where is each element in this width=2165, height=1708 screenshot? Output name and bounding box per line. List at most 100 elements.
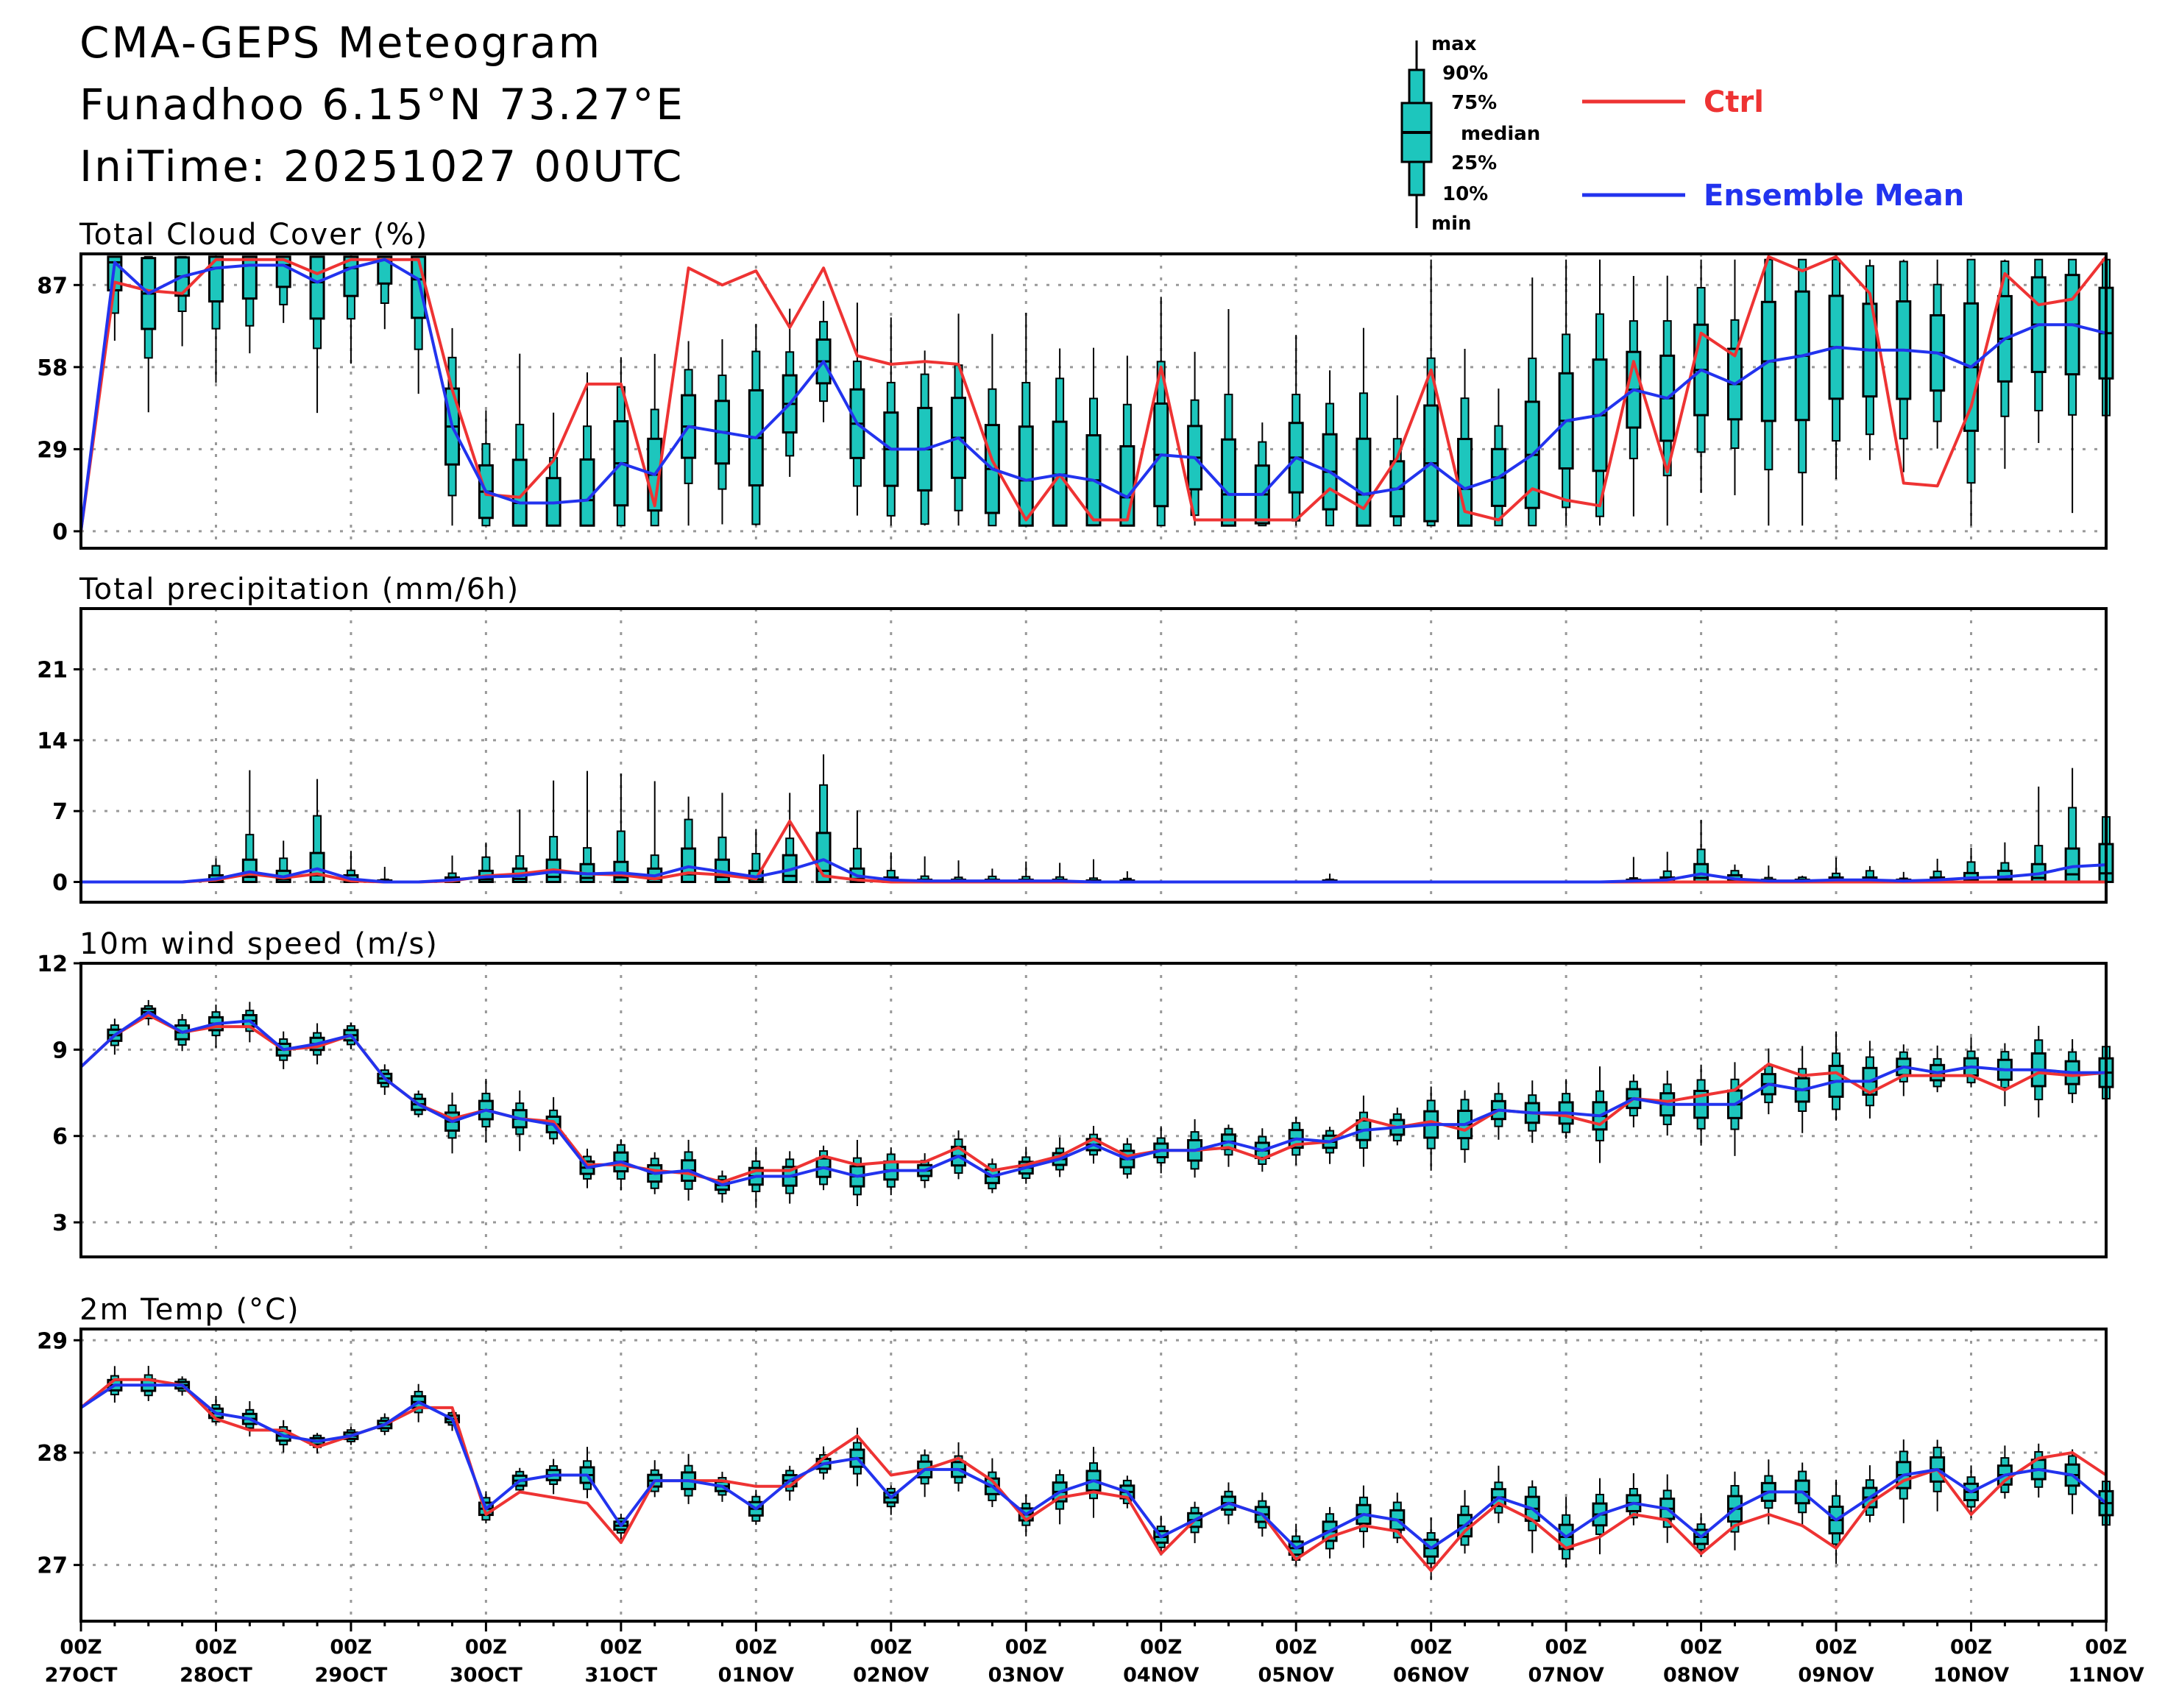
- x-tick-date-label: 09NOV: [1798, 1664, 1874, 1687]
- key-p10-bar: [1408, 160, 1425, 196]
- box-plot: [2030, 258, 2047, 443]
- box-plot: [511, 809, 528, 883]
- box-plot: [1558, 259, 1574, 526]
- y-tick-label: 28: [37, 1441, 68, 1467]
- box-plot: [883, 1485, 899, 1515]
- panel-precip: Total precipitation (mm/6h) 0 7 14 21: [37, 573, 2114, 904]
- x-tick-date-label: 01NOV: [718, 1664, 794, 1687]
- box-plot: [1322, 370, 1338, 527]
- panel-title: 2m Temp (°C): [79, 1293, 300, 1327]
- x-tick-hour-label: 00Z: [1680, 1636, 1722, 1659]
- init-time-label: IniTime: 20251027 00UTC: [79, 141, 684, 191]
- box-plot: [478, 410, 494, 527]
- box-plot: [579, 770, 595, 883]
- panels: Total Cloud Cover (%) 0 29 58 87 Total precip…: [37, 218, 2114, 1623]
- x-tick-date-label: 28OCT: [180, 1664, 252, 1687]
- ensemble-mean-series-line: [79, 1010, 2106, 1187]
- x-tick-hour-label: 00Z: [1005, 1636, 1047, 1659]
- box-plot: [951, 860, 967, 883]
- box-plot: [309, 779, 325, 883]
- x-tick-date-label: 11NOV: [2068, 1664, 2144, 1687]
- box-plot: [1558, 1079, 1574, 1139]
- box-plot: [681, 1453, 697, 1504]
- box-plot: [1052, 862, 1068, 883]
- box-plot: [1794, 258, 1810, 526]
- box-plot: [1220, 1124, 1236, 1167]
- y-tick-label: 9: [52, 1038, 68, 1063]
- box-plot: [1018, 861, 1034, 883]
- box-plot: [343, 255, 359, 364]
- box-plot: [1153, 297, 1169, 527]
- iqr-box: [1220, 438, 1236, 527]
- box-plot: [714, 793, 730, 883]
- box-plot: [883, 852, 899, 883]
- box-plot: [141, 1366, 157, 1401]
- box-plot: [1896, 259, 1912, 472]
- box-plot: [1220, 308, 1236, 527]
- x-tick-date-label: 10NOV: [1933, 1664, 2009, 1687]
- iqr-box: [511, 458, 528, 527]
- x-tick-date-label: 29OCT: [315, 1664, 388, 1687]
- box-plot: [951, 1442, 967, 1492]
- x-tick-hour-label: 00Z: [600, 1636, 642, 1659]
- box-plot: [241, 255, 258, 354]
- iqr-box: [241, 255, 258, 300]
- iqr-box: [377, 255, 393, 285]
- box-plot: [208, 255, 224, 383]
- box-plot: [2030, 786, 2047, 883]
- box-plot: [1828, 857, 1844, 883]
- chart-title: CMA-GEPS Meteogram: [79, 18, 602, 68]
- box-plot: [1659, 851, 1676, 883]
- box-plot: [511, 353, 528, 527]
- box-plot: [1626, 276, 1642, 517]
- box-whisker-key: max 90% 75% median 25% 10% min: [1400, 33, 1540, 235]
- x-tick-hour-label: 00Z: [1410, 1636, 1452, 1659]
- box-plot: [917, 856, 933, 883]
- panel-title: Total precipitation (mm/6h): [79, 573, 520, 606]
- x-tick-hour-label: 00Z: [60, 1636, 102, 1659]
- box-plot: [1085, 347, 1102, 527]
- box-plot: [1356, 327, 1372, 527]
- box-plot: [1254, 422, 1270, 527]
- x-tick-date-label: 30OCT: [450, 1664, 522, 1687]
- y-tick-label: 7: [52, 799, 68, 825]
- box-plot: [377, 255, 393, 330]
- panel-title: Total Cloud Cover (%): [79, 218, 428, 252]
- box-plot: [714, 1170, 730, 1203]
- iqr-box: [309, 255, 325, 320]
- key-p90-bar: [1408, 68, 1425, 108]
- box-plot: [2064, 1449, 2080, 1514]
- box-plot: [545, 412, 561, 527]
- x-tick-date-label: 05NOV: [1258, 1664, 1334, 1687]
- panel-title: 10m wind speed (m/s): [79, 927, 439, 961]
- y-tick-label: 21: [37, 658, 68, 684]
- panel-temp: 2m Temp (°C) 27 28 29: [37, 1293, 2114, 1623]
- box-plot: [1726, 1062, 1743, 1156]
- box-plot: [613, 357, 629, 527]
- x-tick-date-label: 08NOV: [1663, 1664, 1739, 1687]
- box-plot: [951, 313, 967, 526]
- box-plot: [849, 1140, 865, 1207]
- mean-legend-label: Ensemble Mean: [1704, 179, 1964, 213]
- panel-frame: [79, 607, 2108, 904]
- box-plot: [1693, 259, 1709, 493]
- y-tick-label: 29: [37, 1328, 68, 1354]
- iqr-box: [1018, 425, 1034, 527]
- x-tick-date-label: 27OCT: [45, 1664, 118, 1687]
- y-tick-label: 29: [37, 437, 68, 463]
- box-plot: [1119, 355, 1135, 527]
- panel-frame: [79, 252, 2108, 550]
- ensemble-mean-series-line: [81, 858, 2107, 884]
- box-plot: [1389, 395, 1406, 527]
- x-tick-hour-label: 00Z: [330, 1636, 372, 1659]
- x-tick-hour-label: 00Z: [195, 1636, 237, 1659]
- box-plot: [917, 350, 933, 526]
- y-tick-label: 6: [52, 1124, 68, 1150]
- box-plot: [1423, 1086, 1439, 1171]
- iqr-box: [411, 255, 427, 319]
- box-plot: [241, 770, 258, 883]
- y-tick-label: 0: [52, 870, 68, 896]
- box-plot: [377, 866, 393, 883]
- x-tick-hour-label: 00Z: [1815, 1636, 1857, 1659]
